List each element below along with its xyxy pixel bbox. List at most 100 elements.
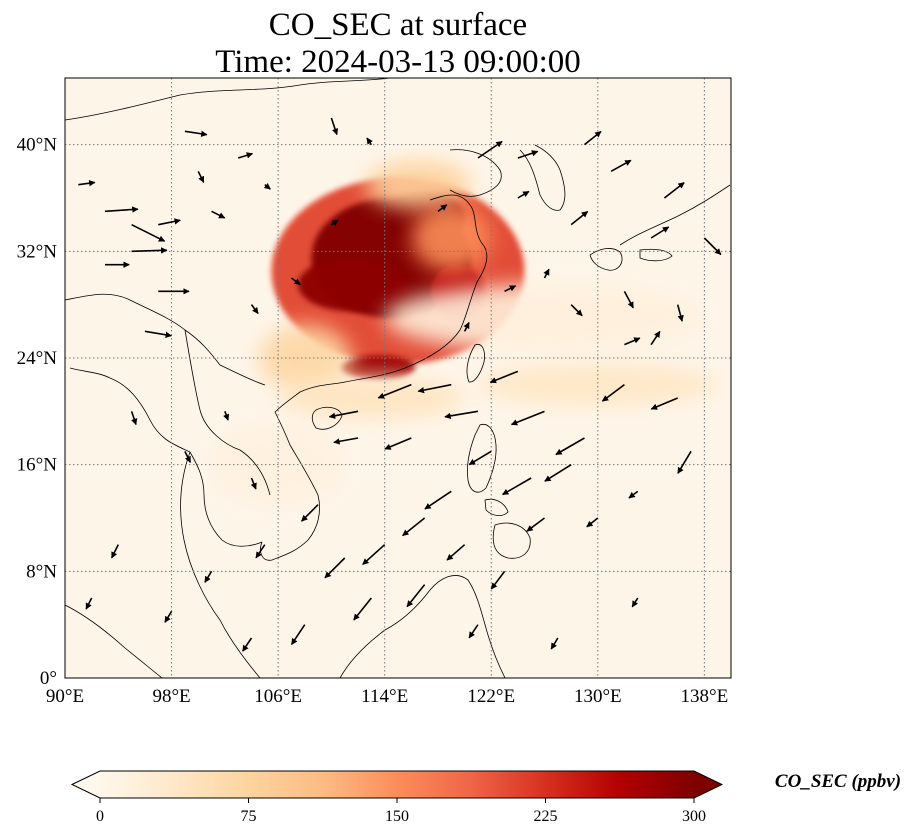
wind-arrow — [504, 285, 517, 293]
colorbar-tick-label: 150 — [385, 808, 409, 825]
wind-arrow — [677, 450, 692, 474]
wind-arrow — [362, 544, 386, 566]
wind-arrow — [85, 597, 93, 610]
co-concentration-field — [211, 160, 718, 505]
colorbar-extend-min — [72, 771, 100, 798]
taiwan-coast — [466, 343, 485, 383]
map-frame — [64, 77, 732, 679]
wind-arrow — [650, 397, 679, 410]
wind-arrow — [550, 637, 559, 650]
wind-arrow — [250, 477, 257, 490]
wind-arrow — [489, 370, 519, 384]
lon-tick-label: 130°E — [574, 686, 622, 707]
wind-arrow — [631, 597, 639, 608]
wind-arrow — [544, 463, 572, 482]
wind-arrow — [353, 597, 372, 621]
wind-arrow — [610, 159, 632, 173]
wind-arrow — [463, 321, 470, 332]
co-plume-3 — [298, 258, 405, 312]
wind-arrow — [510, 410, 545, 426]
colorbar-extend-max — [694, 771, 722, 798]
wind-arrow — [601, 384, 625, 402]
wind-arrow — [301, 504, 319, 522]
colorbar-tick-label: 300 — [682, 808, 706, 825]
wind-arrow — [570, 304, 583, 317]
lon-tick-label: 98°E — [152, 686, 190, 707]
japan-kyushu — [589, 248, 623, 271]
wind-arrow — [468, 624, 479, 639]
sumatra-coast — [65, 604, 163, 678]
wind-arrow — [184, 130, 208, 137]
co-plume-8 — [258, 324, 352, 392]
lat-tick-label: 8°N — [26, 561, 57, 582]
wind-arrow — [223, 411, 230, 421]
wind-vectors — [78, 117, 722, 652]
wind-arrow — [164, 610, 173, 623]
wind-arrow — [110, 544, 119, 559]
wind-arrow — [424, 490, 452, 510]
wind-arrow — [204, 570, 213, 583]
wind-arrow — [184, 450, 192, 463]
lon-tick-label: 114°E — [361, 686, 408, 707]
wind-arrow — [417, 383, 452, 394]
co-plume-7 — [411, 204, 492, 272]
indochina-coast — [189, 451, 263, 547]
luzon-coast — [467, 423, 497, 493]
wind-arrow — [290, 277, 301, 286]
vietnam-coast — [260, 411, 320, 561]
indochina-borders — [184, 329, 271, 496]
wind-arrow — [130, 411, 138, 426]
japan-shikoku — [639, 248, 673, 262]
wind-arrow — [570, 210, 589, 226]
co-plume-5 — [340, 355, 416, 380]
wind-arrow — [623, 290, 634, 309]
visayas-coast — [484, 498, 509, 516]
wind-arrow — [250, 304, 259, 314]
gridlines — [65, 78, 731, 678]
wind-arrow — [402, 517, 426, 537]
wind-arrow — [650, 226, 670, 239]
latitude-ticks: 0° 8°N 16°N 24°N 32°N 40°N — [17, 135, 58, 689]
wind-arrow — [324, 557, 346, 579]
co-plume-10 — [477, 363, 718, 406]
korea-coast — [519, 144, 566, 211]
wind-arrow — [517, 190, 530, 199]
wind-arrow — [628, 490, 639, 499]
colorbar-tick-label: 75 — [241, 808, 257, 825]
china-coastline — [274, 194, 488, 413]
wind-arrow — [543, 268, 550, 279]
wind-arrow — [526, 517, 546, 532]
wind-arrow — [330, 117, 339, 136]
myanmar-coast — [69, 367, 191, 453]
colorbar-tick-label: 0 — [96, 808, 104, 825]
wind-arrow — [650, 330, 661, 346]
colorbar: 0 75 150 225 300 CO_SEC (ppbv) — [70, 770, 901, 825]
wind-arrow — [328, 410, 359, 419]
colorbar-gradient — [100, 771, 694, 798]
wind-arrow — [624, 337, 641, 346]
wind-arrow — [255, 544, 266, 559]
wind-arrow — [477, 140, 503, 159]
wind-arrow — [377, 383, 412, 399]
wind-arrow — [437, 204, 448, 212]
wind-arrow — [197, 170, 205, 183]
wind-arrow — [333, 437, 359, 445]
wind-arrow — [446, 544, 466, 561]
wind-arrow — [555, 437, 585, 456]
coastlines — [65, 78, 731, 678]
wind-arrow — [158, 218, 181, 226]
wind-arrow — [330, 219, 339, 227]
wind-arrow — [131, 247, 168, 254]
lat-tick-label: 32°N — [17, 241, 58, 262]
lat-tick-label: 40°N — [17, 135, 58, 156]
hainan-coast — [311, 406, 343, 430]
wind-arrow — [242, 637, 253, 652]
china-border-west — [65, 293, 266, 386]
colorbar-label: CO_SEC (ppbv) — [775, 771, 901, 792]
borneo-coast — [339, 575, 506, 678]
wind-arrow — [104, 206, 139, 213]
wind-arrow — [586, 517, 599, 528]
map-title: CO_SEC at surface — [268, 7, 528, 43]
wind-arrow — [468, 450, 492, 466]
